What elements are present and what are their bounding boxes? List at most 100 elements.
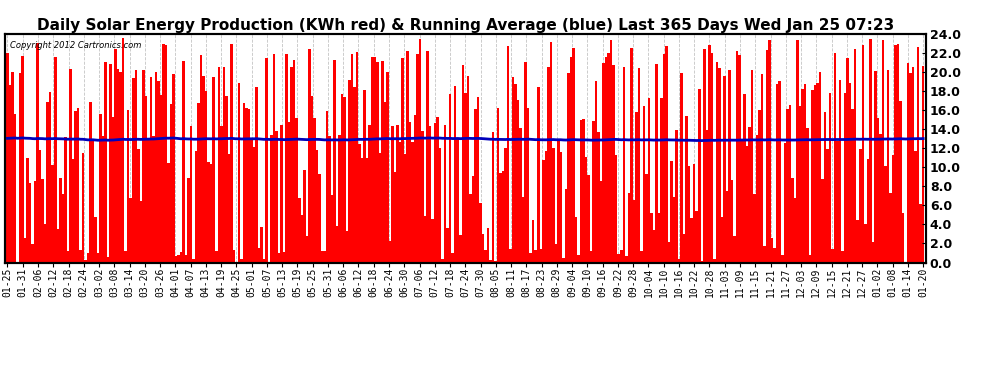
Bar: [708, 45, 711, 262]
Bar: [210, 164, 213, 262]
Bar: [442, 259, 444, 262]
Bar: [600, 181, 602, 262]
Bar: [530, 253, 532, 262]
Bar: [745, 146, 748, 262]
Bar: [866, 159, 869, 262]
Bar: [758, 110, 761, 262]
Bar: [871, 243, 874, 262]
Bar: [824, 112, 827, 262]
Bar: [273, 54, 275, 262]
Bar: [223, 67, 225, 262]
Bar: [288, 122, 290, 262]
Bar: [42, 179, 44, 262]
Bar: [695, 211, 698, 262]
Bar: [76, 108, 79, 262]
Bar: [152, 136, 154, 262]
Bar: [255, 87, 257, 262]
Bar: [366, 158, 368, 262]
Bar: [577, 255, 580, 262]
Bar: [592, 121, 595, 262]
Bar: [127, 110, 130, 262]
Bar: [771, 238, 773, 262]
Bar: [675, 130, 678, 262]
Bar: [371, 57, 373, 262]
Bar: [298, 198, 301, 262]
Bar: [899, 101, 902, 262]
Bar: [887, 70, 889, 262]
Bar: [685, 116, 688, 262]
Bar: [557, 140, 559, 262]
Bar: [331, 195, 334, 262]
Bar: [64, 137, 66, 262]
Bar: [884, 165, 887, 262]
Bar: [79, 249, 81, 262]
Bar: [768, 40, 771, 262]
Bar: [318, 174, 321, 262]
Bar: [434, 123, 437, 262]
Bar: [582, 119, 585, 262]
Bar: [662, 54, 665, 262]
Bar: [308, 49, 311, 262]
Bar: [190, 126, 192, 262]
Bar: [459, 236, 461, 262]
Bar: [781, 255, 783, 262]
Bar: [605, 57, 608, 262]
Bar: [24, 238, 27, 262]
Bar: [587, 175, 590, 262]
Bar: [657, 213, 660, 262]
Bar: [580, 120, 582, 262]
Bar: [56, 229, 59, 262]
Bar: [187, 178, 190, 262]
Bar: [94, 217, 97, 262]
Bar: [567, 73, 569, 262]
Bar: [169, 104, 172, 262]
Bar: [842, 251, 843, 262]
Bar: [736, 51, 739, 262]
Bar: [47, 102, 49, 262]
Bar: [290, 67, 293, 262]
Bar: [154, 72, 157, 262]
Bar: [834, 53, 837, 262]
Bar: [889, 193, 892, 262]
Bar: [917, 46, 920, 262]
Bar: [466, 76, 469, 262]
Bar: [789, 105, 791, 262]
Bar: [401, 58, 404, 262]
Bar: [512, 77, 515, 262]
Bar: [262, 259, 265, 262]
Bar: [396, 124, 399, 262]
Bar: [572, 48, 575, 262]
Bar: [285, 54, 288, 262]
Bar: [386, 72, 389, 262]
Bar: [157, 81, 159, 262]
Bar: [625, 256, 628, 262]
Bar: [112, 117, 115, 262]
Bar: [856, 220, 859, 262]
Bar: [353, 87, 355, 262]
Bar: [753, 194, 755, 262]
Bar: [796, 40, 799, 262]
Bar: [378, 153, 381, 262]
Bar: [381, 61, 383, 262]
Bar: [348, 80, 350, 262]
Bar: [527, 108, 530, 262]
Bar: [564, 189, 567, 262]
Bar: [861, 45, 864, 262]
Bar: [303, 170, 306, 262]
Bar: [489, 260, 492, 262]
Bar: [837, 141, 839, 262]
Bar: [678, 259, 680, 262]
Bar: [185, 255, 187, 262]
Bar: [633, 200, 636, 262]
Bar: [650, 213, 652, 262]
Bar: [537, 87, 540, 262]
Bar: [313, 118, 316, 262]
Bar: [399, 142, 401, 262]
Bar: [283, 252, 285, 262]
Bar: [540, 249, 543, 262]
Bar: [419, 39, 422, 262]
Bar: [799, 106, 801, 262]
Bar: [451, 253, 454, 262]
Bar: [499, 172, 502, 262]
Bar: [806, 128, 809, 262]
